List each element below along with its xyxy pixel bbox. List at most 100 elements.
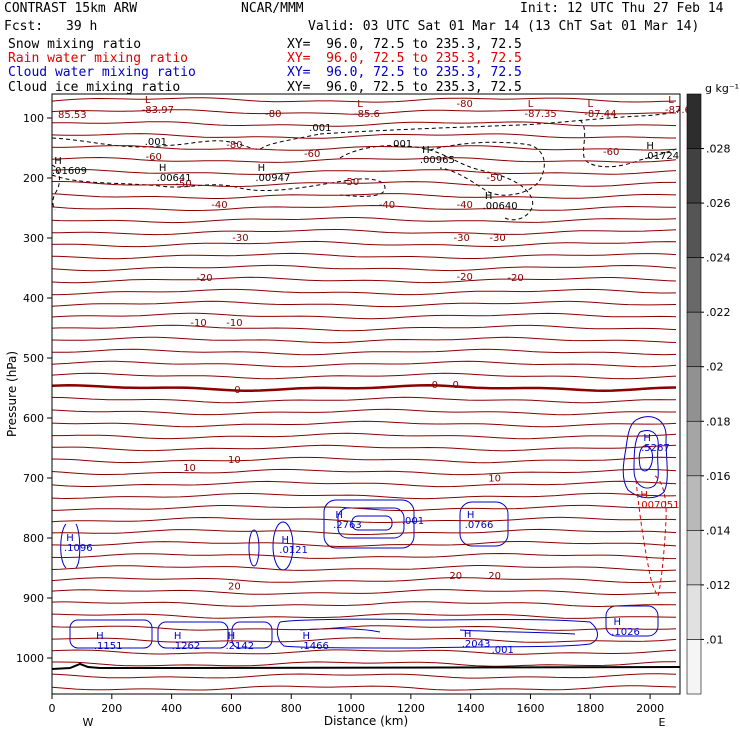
isotherm-label: -30 [232, 233, 248, 244]
isotherm-line [51, 324, 677, 332]
extremum-marker: H [335, 510, 343, 521]
colorbar-tick-label: .028 [706, 143, 731, 156]
y-tick-label: 300 [23, 232, 44, 245]
isotherm-line [51, 444, 677, 452]
isotherm-line [51, 637, 677, 643]
extremum-value: .00947 [255, 173, 290, 184]
isotherm-line [51, 408, 676, 416]
isotherm-line [51, 204, 676, 211]
isotherm-line [51, 468, 677, 476]
ice-contour-mid2 [429, 141, 545, 196]
extremum-value: -87.6 [665, 105, 691, 116]
snow-ice-contours [51, 109, 681, 221]
extremum-marker: L [145, 95, 151, 106]
isotherm-line [51, 625, 677, 631]
extremum-marker: L [668, 95, 674, 106]
y-tick-label: 800 [23, 532, 44, 545]
isotherm-label: 0 [234, 385, 240, 396]
isotherm-label: -50 [175, 179, 191, 190]
x-tick-label: 800 [281, 702, 302, 715]
extremum-marker: H [422, 145, 430, 156]
extremum-value: .001 [492, 645, 514, 656]
field-xy-rain: XY= 96.0, 72.5 to 235.3, 72.5 [287, 51, 522, 66]
field-name-rain: Rain water mixing ratio [8, 51, 189, 66]
colorbar-tick-label: .016 [706, 470, 731, 483]
extremum-marker: H [613, 617, 621, 628]
isotherm-labels: -80 -80 -80 -60 -60 -60 -50 -50 -50 -40 -40 -40 -30 -… [146, 99, 620, 592]
x-tick-label: 200 [101, 702, 122, 715]
ice-contour-top [319, 109, 681, 135]
isotherm-line [51, 264, 677, 272]
extremum-value: .007051 [638, 500, 679, 511]
isotherm-line [51, 492, 677, 500]
colorbar-cell [686, 148, 702, 204]
colorbar-tick-label: .01 [706, 633, 724, 646]
init-time: Init: 12 UTC Thu 27 Feb 14 [520, 1, 724, 16]
extremum-marker: H [96, 631, 104, 642]
isotherm-label: -60 [304, 149, 320, 160]
extremum-value: .0121 [279, 545, 308, 556]
extremum-marker: H [66, 533, 74, 544]
temperature-isotherms [51, 97, 677, 691]
isotherm-label: -20 [457, 272, 473, 283]
extremum-value: -83.97 [142, 105, 174, 116]
extremum-value: .5267 [641, 443, 670, 454]
isotherm-line [51, 528, 677, 535]
isotherm-label: -20 [196, 273, 212, 284]
x-tick-label: 600 [221, 702, 242, 715]
x-tick-label: 1800 [576, 702, 604, 715]
isotherm-line [51, 169, 677, 175]
isotherm-label: -60 [146, 152, 162, 163]
ice-contour-upper-left [51, 174, 386, 197]
west-endpoint-label: W [83, 716, 94, 729]
isotherm-line [51, 601, 677, 608]
extremum-value: .001 [390, 139, 412, 150]
colorbar-tick-label: .024 [706, 252, 731, 265]
isotherm-label: -40 [457, 200, 473, 211]
forecast-hour: 39 h [66, 19, 98, 34]
east-endpoint-label: E [659, 716, 666, 729]
colorbar-tick-label: .026 [706, 197, 731, 210]
isotherm-line [51, 336, 677, 344]
colorbar-cell [686, 93, 702, 149]
extremum-value: 85.53 [58, 110, 87, 121]
isotherm-label: 10 [488, 474, 501, 485]
extremum-value: .01724 [644, 151, 679, 162]
isotherm-line [51, 252, 677, 260]
extremum-value: .001 [145, 137, 167, 148]
isotherm-label: 20 [228, 582, 241, 593]
isotherm-line [51, 673, 677, 679]
cloud-water-contours [60, 416, 668, 649]
isotherm-line [51, 420, 677, 428]
isotherm-label: -60 [603, 147, 619, 158]
field-xy-snow: XY= 96.0, 72.5 to 235.3, 72.5 [287, 37, 522, 52]
extremum-value: .2142 [225, 641, 254, 652]
isotherm-label: -40 [211, 200, 227, 211]
extremum-marker: L [357, 99, 363, 110]
isotherm-line [51, 240, 677, 248]
extremum-value: .0766 [465, 520, 494, 531]
isotherm-line [51, 97, 677, 103]
x-tick-label: 0 [49, 702, 56, 715]
field-xy-cloud-ice: XY= 96.0, 72.5 to 235.3, 72.5 [287, 80, 522, 95]
isotherm-line [51, 276, 677, 284]
isotherm-line [51, 288, 677, 296]
isotherm-line [51, 372, 677, 380]
isotherm-line [52, 661, 676, 667]
ice-contour-left [51, 133, 321, 150]
isotherm-label: 0 [453, 380, 459, 391]
y-tick-label: 100 [23, 112, 44, 125]
isotherm-line [51, 565, 677, 572]
extremum-value: .00965 [420, 155, 455, 166]
terrain-line [51, 662, 681, 670]
extremum-marker: H [54, 156, 62, 167]
colorbar-cell [686, 420, 702, 477]
colorbar-tick-label: .022 [706, 306, 731, 319]
extremum-value: .1151 [94, 641, 123, 652]
extrema-labels: L-83.97L-85.6L-87.35L-87.44L-87.685.53H.… [52, 95, 691, 656]
isotherm-label: 20 [449, 571, 462, 582]
colorbar: .01 .012 .014 .016 .018 .02 .022 .024 .026 .028 g … [686, 82, 739, 695]
isotherm-line [51, 133, 676, 139]
extremum-value: -85.6 [354, 109, 380, 120]
